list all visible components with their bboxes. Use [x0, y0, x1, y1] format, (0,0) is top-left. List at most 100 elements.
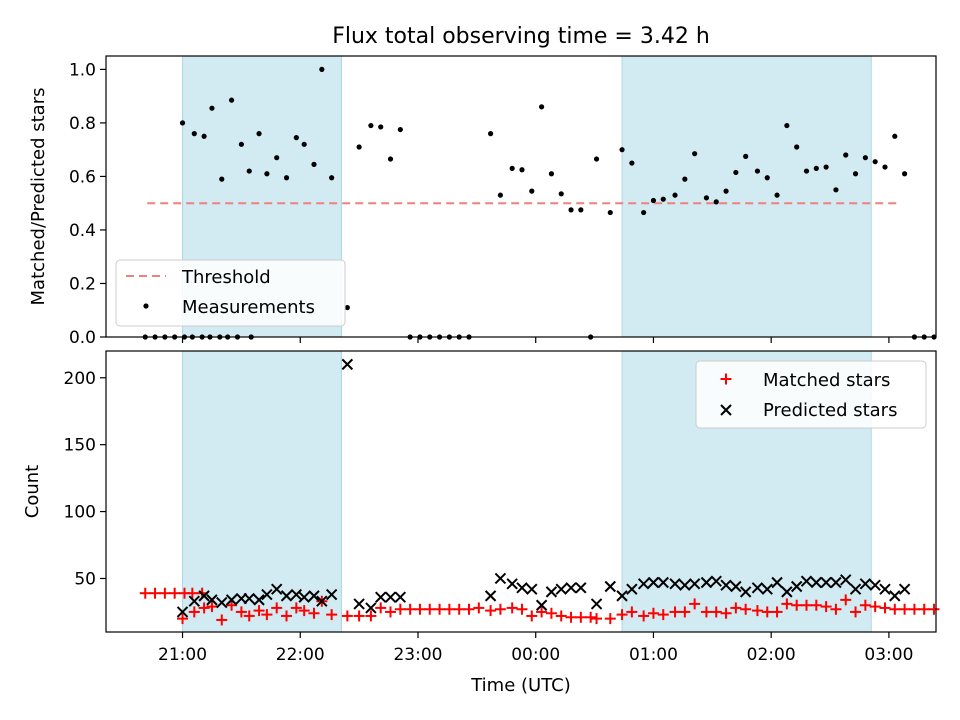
matched-star-marker: [308, 607, 320, 619]
matched-star-marker: [326, 609, 338, 621]
legend-measurement-label: Measurements: [182, 297, 315, 318]
predicted-marker-b: [353, 598, 365, 610]
measurement-point: [641, 209, 647, 216]
predicted-star-marker: [394, 591, 407, 603]
predicted-star-marker: [810, 576, 823, 589]
bottom-axes-frame: [105, 350, 937, 633]
predicted-marker-b: [781, 586, 793, 598]
predicted-star-marker: [590, 598, 603, 610]
matched-star-marker: [394, 603, 406, 615]
predicted-marker-b: [394, 591, 407, 603]
measurement-point: [692, 151, 698, 157]
predicted-star-marker: [688, 578, 701, 590]
measurement-point: [179, 120, 186, 126]
measurement-point: [774, 192, 780, 198]
predicted-star-marker: [710, 575, 722, 587]
predicted-marker-b: [280, 590, 293, 602]
predicted-marker-b: [616, 590, 628, 602]
measurement-point: [487, 131, 494, 137]
predicted-star-marker: [840, 574, 852, 586]
top-x-ticks: [181, 337, 890, 343]
matched-star-marker: [928, 603, 940, 615]
predicted-marker-b: [669, 578, 681, 590]
predicted-star-marker: [669, 578, 681, 590]
y-tick-label: 100: [64, 503, 96, 523]
matched-star-marker: [679, 606, 691, 618]
measurement-point: [619, 147, 625, 153]
predicted-marker-b: [206, 594, 218, 606]
predicted-star-marker: [280, 590, 293, 602]
measurement-point: [754, 168, 761, 174]
measurement-point: [578, 207, 584, 213]
y-tick-label: 150: [64, 436, 96, 456]
predicted-marker-b: [751, 582, 764, 594]
measurement-point: [246, 168, 252, 174]
measurement-point: [238, 141, 244, 147]
matched-star-marker: [800, 599, 812, 611]
measurement-point: [682, 176, 688, 182]
predicted-star-marker: [198, 590, 210, 602]
predicted-marker-b: [575, 582, 587, 594]
measurement-point: [293, 135, 299, 141]
matched-star-marker: [859, 599, 871, 611]
predicted-star-marker: [859, 578, 872, 590]
y-tick-label: 0.8: [69, 114, 96, 134]
measurement-point: [660, 196, 666, 202]
predicted-star-marker: [271, 583, 283, 595]
matched-star-marker: [177, 613, 189, 625]
measurement-point: [784, 122, 790, 129]
matched-star-marker: [604, 613, 616, 625]
predicted-marker-b: [516, 582, 528, 594]
predicted-marker-b: [700, 576, 713, 589]
measurement-point: [629, 160, 635, 166]
predicted-marker-b: [494, 572, 507, 585]
measurement-point: [882, 164, 888, 170]
predicted-marker-b: [679, 579, 691, 591]
matched-star-marker: [414, 603, 426, 615]
matched-star-marker: [740, 603, 752, 615]
predicted-marker-b: [384, 591, 397, 603]
matched-star-marker: [889, 603, 901, 615]
predicted-marker-b: [730, 580, 742, 593]
top-axes-frame: [105, 55, 937, 338]
predicted-star-marker: [637, 578, 650, 590]
predicted-marker-b: [790, 580, 803, 593]
predicted-star-marker: [316, 595, 328, 607]
predicted-star-marker: [225, 594, 238, 606]
predicted-marker-b: [308, 590, 320, 602]
matched-star-marker: [159, 587, 171, 599]
predicted-marker-b: [710, 575, 722, 587]
matched-star-marker: [271, 602, 283, 614]
predicted-marker-b: [590, 598, 603, 610]
matched-star-marker: [879, 602, 891, 614]
predicted-star-marker: [790, 580, 803, 593]
predicted-marker-b: [771, 576, 783, 589]
matched-star-marker: [689, 598, 701, 610]
measurement-point: [387, 156, 394, 162]
matched-star-marker: [730, 602, 742, 614]
measurement-point: [329, 175, 335, 181]
bottom-y-axis-label: Count: [22, 465, 43, 518]
predicted-marker-b: [325, 588, 338, 601]
matched-star-marker: [810, 599, 822, 611]
measurement-point: [274, 155, 280, 161]
measurement-point: [256, 131, 262, 137]
predicted-marker-b: [271, 583, 283, 595]
top-y-axis-label: Matched/Predicted stars: [28, 88, 49, 306]
predicted-star-marker: [679, 579, 691, 591]
y-tick-label: 0.4: [69, 221, 96, 241]
matched-star-marker: [473, 602, 485, 614]
bottom-x-ticks: 21:00 22:00 23:00 00:00 01:00 02:00 03:00: [158, 632, 913, 665]
predicted-star-marker: [869, 579, 881, 591]
legend-predicted-swatch-b: [720, 404, 732, 416]
x-tick-label: 22:00: [276, 645, 325, 665]
predicted-star-marker: [325, 588, 338, 601]
predicted-marker-b: [253, 594, 265, 606]
matched-star-marker: [657, 609, 669, 621]
measurement-point: [509, 165, 515, 171]
measurement-point: [344, 304, 350, 311]
matched-star-marker: [647, 607, 659, 619]
predicted-marker-b: [840, 574, 852, 586]
top-shaded-intervals: [182, 55, 872, 338]
